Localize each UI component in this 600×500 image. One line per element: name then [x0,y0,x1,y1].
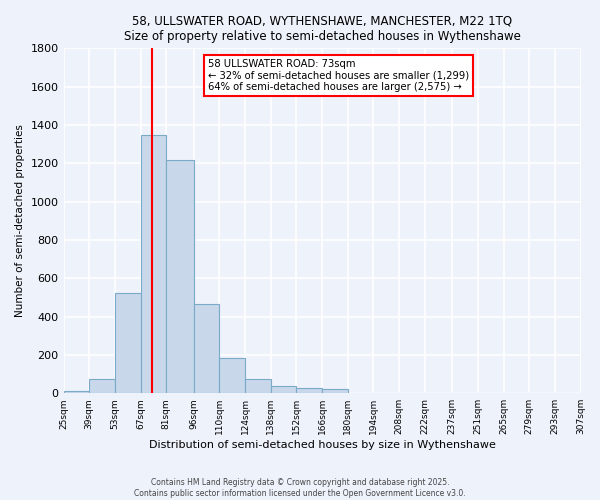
Bar [220,358,245,393]
X-axis label: Distribution of semi-detached houses by size in Wythenshawe: Distribution of semi-detached houses by … [149,440,496,450]
Y-axis label: Number of semi-detached properties: Number of semi-detached properties [15,124,25,317]
Bar [89,379,115,393]
Bar [115,292,140,393]
Bar [166,160,194,393]
Bar [194,304,220,393]
Bar [140,134,166,393]
Title: 58, ULLSWATER ROAD, WYTHENSHAWE, MANCHESTER, M22 1TQ
Size of property relative t: 58, ULLSWATER ROAD, WYTHENSHAWE, MANCHES… [124,15,520,43]
Bar [245,379,271,393]
Text: 58 ULLSWATER ROAD: 73sqm
← 32% of semi-detached houses are smaller (1,299)
64% o: 58 ULLSWATER ROAD: 73sqm ← 32% of semi-d… [208,58,469,92]
Bar [271,386,296,393]
Bar [64,391,89,393]
Bar [296,388,322,393]
Text: Contains HM Land Registry data © Crown copyright and database right 2025.
Contai: Contains HM Land Registry data © Crown c… [134,478,466,498]
Bar [322,390,347,393]
